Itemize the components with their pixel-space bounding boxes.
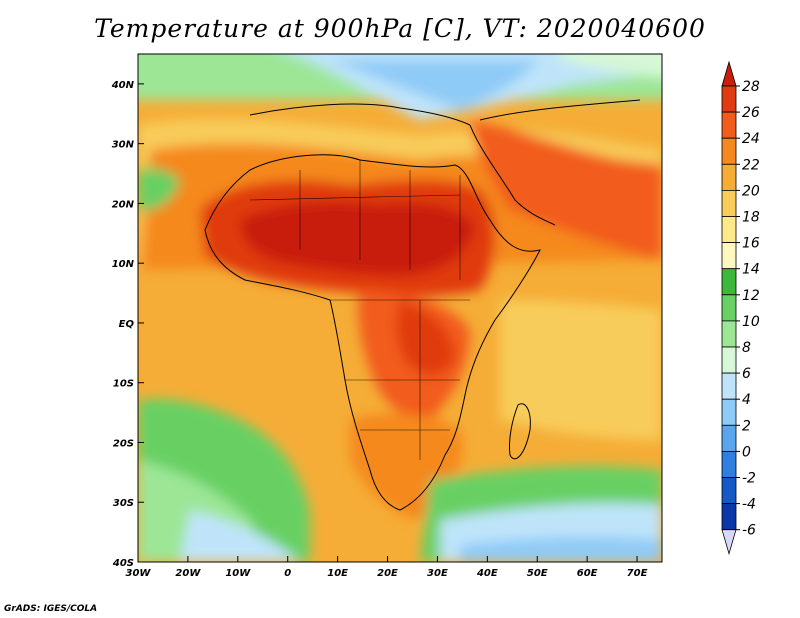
colorbar-segment: [721, 450, 737, 478]
colorbar-level-label: 22: [742, 157, 760, 173]
lon-tick-label: 50E: [527, 568, 548, 579]
colorbar-segment: [721, 268, 737, 296]
lat-tick-label: 10S: [113, 379, 134, 390]
coastline-outline: [204, 99, 641, 511]
lon-tick-label: 40E: [476, 568, 498, 579]
colorbar-bottom-arrow: [721, 529, 737, 556]
lat-tick-label: 10N: [112, 259, 135, 270]
colorbar-level-label: 6: [742, 366, 751, 382]
colorbar-top-arrow: [721, 60, 737, 87]
colorbar-segment: [721, 85, 737, 113]
colorbar-level-label: 16: [742, 236, 760, 252]
colorbar-segment: [721, 111, 737, 139]
colorbar-level-label: 2: [742, 418, 751, 434]
latitude-axis: 40N 30N 20N 10N EQ 10S 20S 30S 40S: [111, 80, 144, 569]
lat-tick-label: 20N: [112, 199, 135, 210]
lat-tick-label: 40S: [112, 558, 134, 569]
colorbar-level-label: -6: [742, 523, 756, 539]
lon-tick-label: 10W: [225, 568, 251, 579]
colorbar-segment: [721, 346, 737, 374]
colorbar-segment: [721, 163, 737, 191]
colorbar-level-label: 0: [742, 444, 751, 460]
colorbar-level-label: 12: [742, 288, 760, 304]
lat-tick-label: 20S: [113, 438, 134, 449]
colorbar-segment: [721, 372, 737, 400]
colorbar-level-label: 24: [742, 131, 760, 147]
colorbar-level-label: -2: [742, 471, 756, 487]
colorbar-segment: [721, 424, 737, 452]
lon-tick-label: 30W: [126, 568, 152, 579]
lon-tick-label: 60E: [577, 568, 598, 579]
colorbar-segment: [721, 242, 737, 270]
colorbar-level-label: 4: [742, 392, 751, 408]
colorbar-segment: [721, 398, 737, 426]
lon-tick-label: 0: [284, 568, 291, 579]
colorbar-level-label: 18: [742, 210, 760, 226]
colorbar-level-label: 10: [742, 314, 760, 330]
grads-credit: GrADS: IGES/COLA: [4, 604, 98, 614]
colorbar-level-label: 14: [742, 262, 760, 278]
lon-tick-label: 20E: [377, 568, 398, 579]
map-frame: [137, 53, 663, 563]
colorbar-segment: [721, 216, 737, 244]
lat-tick-label: 30N: [112, 140, 135, 151]
colorbar-segment: [721, 503, 737, 531]
longitude-axis: 30W 20W 10W 0 10E 20E 30E 40E 50E 60E 70E: [126, 556, 648, 579]
colorbar-level-label: 8: [742, 340, 751, 356]
colorbar-level-label: 20: [742, 183, 760, 199]
lat-tick-label: 30S: [113, 498, 134, 509]
lon-tick-label: 30E: [427, 568, 448, 579]
lon-tick-label: 20W: [175, 568, 201, 579]
temperature-field: [138, 54, 662, 562]
colorbar-segment: [721, 137, 737, 165]
colorbar-segment: [721, 477, 737, 505]
chart-title: Temperature at 900hPa [C], VT: 202004060…: [94, 14, 706, 43]
colorbar-level-label: -4: [742, 497, 756, 513]
lat-tick-label: 40N: [111, 80, 135, 91]
colorbar-segment: [721, 294, 737, 322]
lon-tick-label: 70E: [627, 568, 648, 579]
lon-tick-label: 10E: [327, 568, 348, 579]
country-borders: [249, 160, 470, 460]
lat-tick-label: EQ: [119, 319, 135, 330]
colorbar-segment: [721, 189, 737, 217]
colorbar-level-label: 28: [742, 79, 760, 95]
colorbar-level-label: 26: [742, 105, 760, 121]
colorbar-segment: [721, 320, 737, 348]
